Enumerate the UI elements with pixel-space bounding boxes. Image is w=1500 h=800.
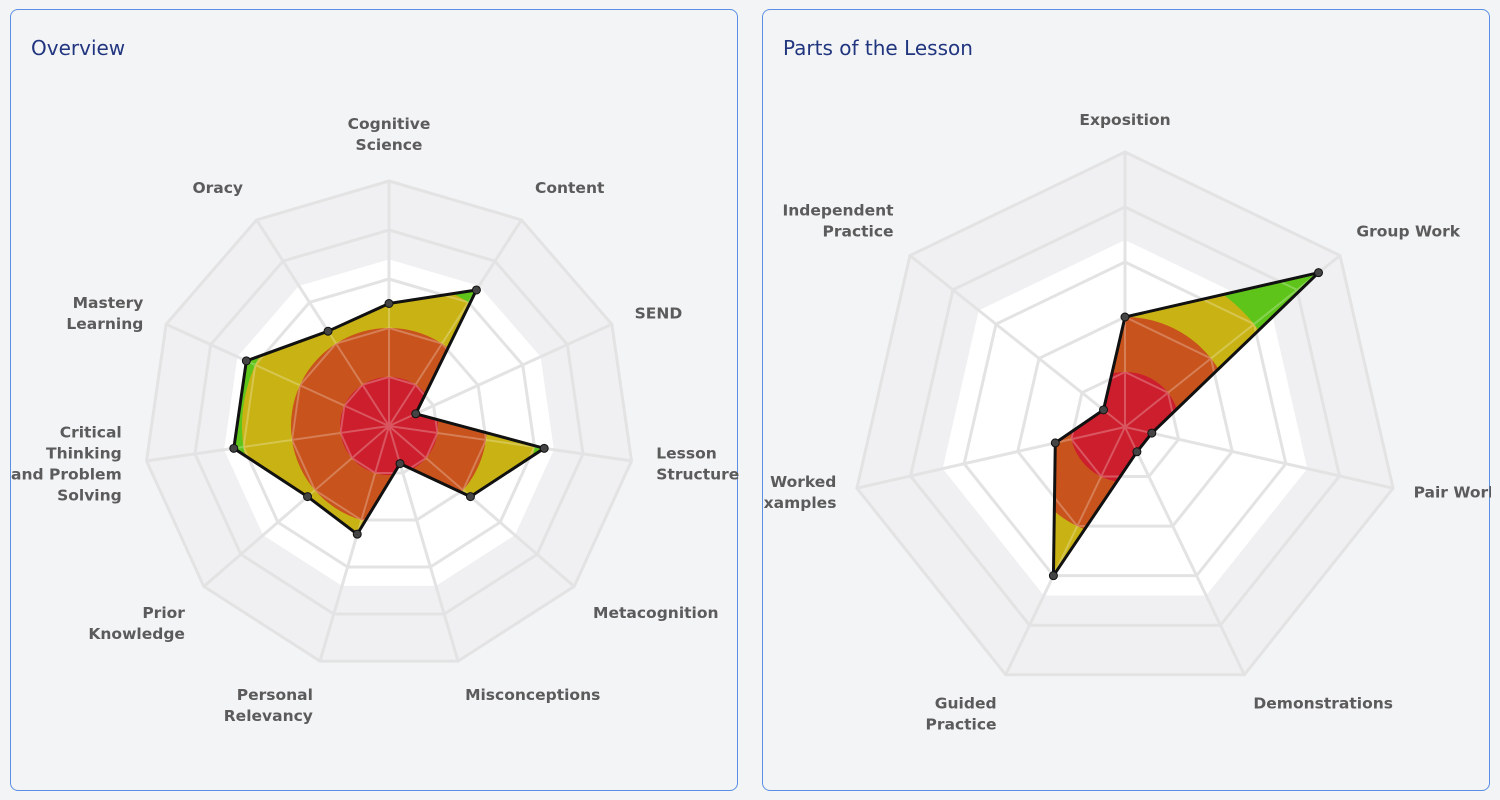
grid-spoke — [909, 254, 1126, 429]
grid-spoke — [1124, 425, 1394, 490]
data-point-demonstrations — [1132, 447, 1142, 457]
axis-label-oracy: Oracy — [192, 179, 243, 197]
axis-label-line: Cognitive — [348, 115, 431, 133]
axis-label-line: and Problem — [11, 465, 122, 483]
axis-label-line: Oracy — [192, 179, 243, 197]
data-point-pair-work — [1147, 428, 1157, 438]
overview-title: Overview — [31, 36, 126, 60]
grid-ring — [962, 260, 1288, 578]
axis-label-line: Worked — [770, 473, 836, 491]
grid-ring — [855, 150, 1395, 677]
axis-label-personal-relevancy: Personal Relevancy — [224, 686, 313, 725]
data-point-guided-practice — [1048, 571, 1058, 581]
axis-label-worked-examples: Worked Examples — [763, 473, 836, 512]
axis-label-line: Group Work — [1356, 222, 1460, 240]
axis-label-line: Practice — [925, 716, 996, 734]
parts-of-lesson-panel: Parts of the Lesson Exposition Group Work… — [762, 9, 1491, 791]
axis-label-guided-practice: Guided Practice — [925, 695, 996, 734]
axis-label-line: Prior — [142, 604, 185, 622]
score-outline — [1051, 271, 1321, 578]
axis-label-line: Knowledge — [88, 625, 185, 643]
data-point-prior-knowledge — [303, 492, 313, 502]
grid-spoke — [1123, 426, 1246, 676]
axis-label-line: SEND — [635, 304, 683, 322]
grid-spoke-overlay — [233, 323, 390, 427]
data-point-exposition — [1120, 312, 1130, 322]
axis-label-line: Mastery — [73, 294, 144, 312]
axis-label-exposition: Exposition — [1079, 111, 1170, 129]
axis-label-line: Metacognition — [593, 604, 719, 622]
data-point-independent-practice — [1098, 405, 1108, 415]
data-point-content — [471, 285, 481, 295]
axis-label-group-work: Group Work — [1356, 222, 1460, 240]
data-point-lesson-structure — [539, 443, 549, 453]
grid-spoke-overlay — [1053, 426, 1126, 490]
grid-spoke-overlay — [388, 425, 545, 462]
axis-label-demonstrations: Demonstrations — [1253, 695, 1393, 713]
axis-label-line: Guided — [935, 695, 997, 713]
axis-label-lesson-structure: Lesson Structure — [656, 444, 739, 483]
grid-spoke — [388, 322, 613, 428]
axis-label-pair-work: Pair Work — [1414, 483, 1491, 501]
axis-label-critical-thinking-and-problem-solving: Critical Thinking and Problem Solving — [11, 423, 122, 504]
axis-label-content: Content — [535, 179, 605, 197]
data-point-oracy — [323, 326, 333, 336]
axis-label-line: Personal — [237, 686, 313, 704]
axis-label-line: Relevancy — [224, 707, 313, 725]
score-band — [340, 377, 438, 475]
axis-label-line: Exposition — [1079, 111, 1170, 129]
grid-spoke-overlay — [319, 425, 390, 535]
overview-radar-chart: Cognitive Science Content SEND Lesson Structu… — [11, 115, 739, 725]
parts-of-lesson-radar-chart: Exposition Group Work Pair Work Demonstrati… — [763, 111, 1491, 734]
axis-label-cognitive-science: Cognitive Science — [348, 115, 431, 154]
axis-label-line: Independent — [782, 201, 894, 219]
axis-label-misconceptions: Misconceptions — [465, 686, 600, 704]
grid-spoke-overlay — [1053, 426, 1126, 576]
axis-label-prior-knowledge: Prior Knowledge — [88, 604, 185, 643]
data-point-mastery-learning — [241, 356, 251, 366]
axis-label-line: Lesson — [656, 444, 717, 462]
axis-label-line: Critical — [60, 423, 122, 441]
data-point-personal-relevancy — [352, 529, 362, 539]
data-point-misconceptions — [395, 459, 405, 469]
axis-label-line: Demonstrations — [1253, 695, 1393, 713]
axis-label-line: Practice — [822, 222, 893, 240]
grid-ring — [908, 205, 1342, 627]
axis-label-line: Content — [535, 179, 605, 197]
data-point-send — [411, 409, 421, 419]
axis-label-line: Science — [356, 136, 423, 154]
data-point-cognitive-science — [384, 299, 394, 308]
axis-label-line: Solving — [57, 486, 122, 504]
axis-label-send: SEND — [635, 304, 683, 322]
axis-label-line: Thinking — [46, 444, 122, 462]
data-point-critical-thinking-and-problem-solving — [229, 443, 239, 453]
axis-label-metacognition: Metacognition — [593, 604, 719, 622]
grid-spoke-overlay — [1124, 272, 1319, 428]
axis-label-line: Examples — [763, 494, 836, 512]
score-outline — [232, 288, 546, 536]
axis-label-mastery-learning: Mastery Learning — [66, 294, 143, 333]
data-point-worked-examples — [1050, 438, 1060, 448]
data-point-group-work — [1314, 268, 1324, 278]
axis-label-independent-practice: Independent Practice — [782, 201, 894, 240]
axis-label-line: Structure — [656, 465, 739, 483]
grid-ring — [144, 179, 634, 663]
parts-of-lesson-title: Parts of the Lesson — [783, 36, 973, 60]
axis-label-line: Pair Work — [1414, 483, 1491, 501]
grid-spoke-overlay — [388, 289, 523, 427]
axis-label-line: Misconceptions — [465, 686, 600, 704]
data-point-metacognition — [465, 492, 475, 502]
grid-spoke-overlay — [233, 425, 390, 462]
grid-ring — [193, 228, 585, 616]
axis-label-line: Learning — [66, 315, 143, 333]
overview-panel: Overview Cognitive Science Content SEND Less… — [10, 9, 739, 791]
